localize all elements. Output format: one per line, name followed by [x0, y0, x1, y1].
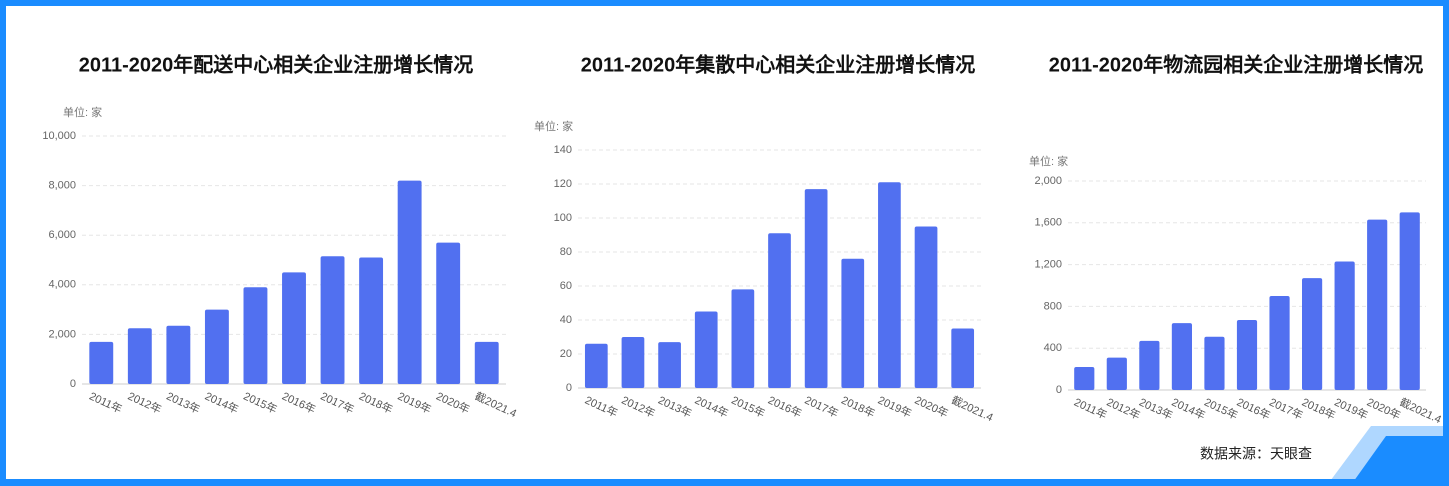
bar	[1236, 319, 1258, 390]
bar	[1106, 357, 1127, 390]
bar	[914, 226, 938, 388]
x-tick-label: 2012年	[126, 389, 164, 417]
x-tick-label: 2016年	[1235, 395, 1273, 423]
bar	[621, 337, 645, 388]
bar	[1399, 212, 1420, 390]
bar	[436, 242, 461, 384]
x-tick-label: 2013年	[164, 389, 202, 417]
bar	[166, 325, 191, 384]
bar	[243, 287, 268, 384]
bar	[1269, 295, 1290, 390]
chart-title: 2011-2020年配送中心相关企业注册增长情况	[79, 52, 474, 76]
x-tick-label: 2011年	[583, 393, 620, 420]
bar	[204, 309, 229, 384]
x-tick-label: 2015年	[241, 389, 279, 417]
bar	[658, 342, 681, 388]
bar	[804, 189, 828, 388]
y-tick-label: 40	[560, 314, 572, 326]
chart-title: 2011-2020年物流园相关企业注册增长情况	[1049, 52, 1424, 76]
x-tick-label: 2014年	[693, 393, 731, 421]
y-tick-label: 6,000	[48, 229, 76, 241]
x-tick-label: 2012年	[1105, 395, 1143, 423]
y-tick-label: 0	[566, 382, 572, 394]
x-tick-label: 2017年	[803, 393, 841, 421]
y-tick-label: 120	[554, 178, 572, 190]
bar	[1171, 323, 1192, 390]
bar	[1204, 336, 1225, 390]
bar	[1367, 219, 1388, 390]
x-tick-label: 2017年	[318, 389, 356, 417]
y-tick-label: 800	[1044, 300, 1062, 312]
y-tick-label: 10,000	[42, 130, 76, 142]
bar	[474, 341, 499, 384]
x-tick-label: 2016年	[766, 393, 804, 421]
bar	[878, 182, 901, 388]
x-tick-label: 2015年	[729, 393, 767, 421]
x-tick-label: 2019年	[876, 393, 914, 421]
bar	[282, 272, 306, 384]
y-tick-label: 80	[560, 246, 572, 258]
y-tick-label: 1,200	[1034, 259, 1062, 271]
bar	[1302, 278, 1323, 390]
y-tick-label: 2,000	[48, 328, 76, 340]
bar	[1074, 367, 1095, 390]
bar	[397, 180, 422, 384]
bar	[359, 257, 384, 384]
bar	[731, 289, 755, 388]
unit-label: 单位: 家	[534, 119, 573, 133]
x-tick-label: 2015年	[1202, 395, 1240, 423]
x-tick-label: 2020年	[1365, 395, 1403, 423]
x-tick-label: 2017年	[1267, 395, 1305, 423]
unit-label: 单位: 家	[1029, 154, 1068, 168]
bar	[584, 343, 608, 388]
x-tick-label: 2011年	[1072, 395, 1109, 422]
decoration	[1355, 436, 1443, 479]
unit-label: 单位: 家	[63, 105, 102, 119]
x-tick-label: 2020年	[913, 393, 951, 421]
bar	[1139, 340, 1160, 390]
y-tick-label: 100	[554, 212, 572, 224]
bar	[694, 311, 718, 388]
bar	[841, 258, 865, 388]
y-tick-label: 20	[560, 348, 572, 360]
x-tick-label: 2018年	[1300, 395, 1338, 423]
bar	[127, 328, 152, 384]
y-tick-label: 140	[554, 144, 572, 156]
x-tick-label: 2013年	[656, 393, 694, 421]
x-tick-label: 2014年	[1170, 395, 1208, 423]
x-tick-label: 2012年	[619, 393, 657, 421]
x-tick-label: 截2021.4	[949, 393, 995, 425]
bar	[951, 328, 975, 388]
y-tick-label: 1,600	[1034, 217, 1062, 229]
x-tick-label: 2018年	[839, 393, 877, 421]
x-tick-label: 截2021.4	[1397, 395, 1443, 427]
bar	[89, 341, 114, 384]
x-tick-label: 2018年	[357, 389, 395, 417]
y-tick-label: 400	[1044, 342, 1062, 354]
y-tick-label: 4,000	[48, 279, 76, 291]
y-tick-label: 2,000	[1034, 175, 1062, 187]
chart-title: 2011-2020年集散中心相关企业注册增长情况	[581, 52, 976, 76]
bar	[768, 233, 791, 388]
x-tick-label: 2011年	[87, 389, 124, 416]
y-tick-label: 60	[560, 280, 572, 292]
x-tick-label: 2019年	[396, 389, 434, 417]
source: 数据来源：天眼查	[1200, 446, 1312, 462]
bar	[320, 256, 345, 384]
bar	[1334, 261, 1355, 390]
y-tick-label: 8,000	[48, 180, 76, 192]
x-tick-label: 截2021.4	[473, 389, 519, 421]
x-tick-label: 2014年	[203, 389, 241, 417]
x-tick-label: 2016年	[280, 389, 318, 417]
x-tick-label: 2013年	[1137, 395, 1175, 423]
x-tick-label: 2020年	[434, 389, 472, 417]
y-tick-label: 0	[70, 378, 76, 390]
x-tick-label: 2019年	[1332, 395, 1370, 423]
y-tick-label: 0	[1056, 384, 1062, 396]
